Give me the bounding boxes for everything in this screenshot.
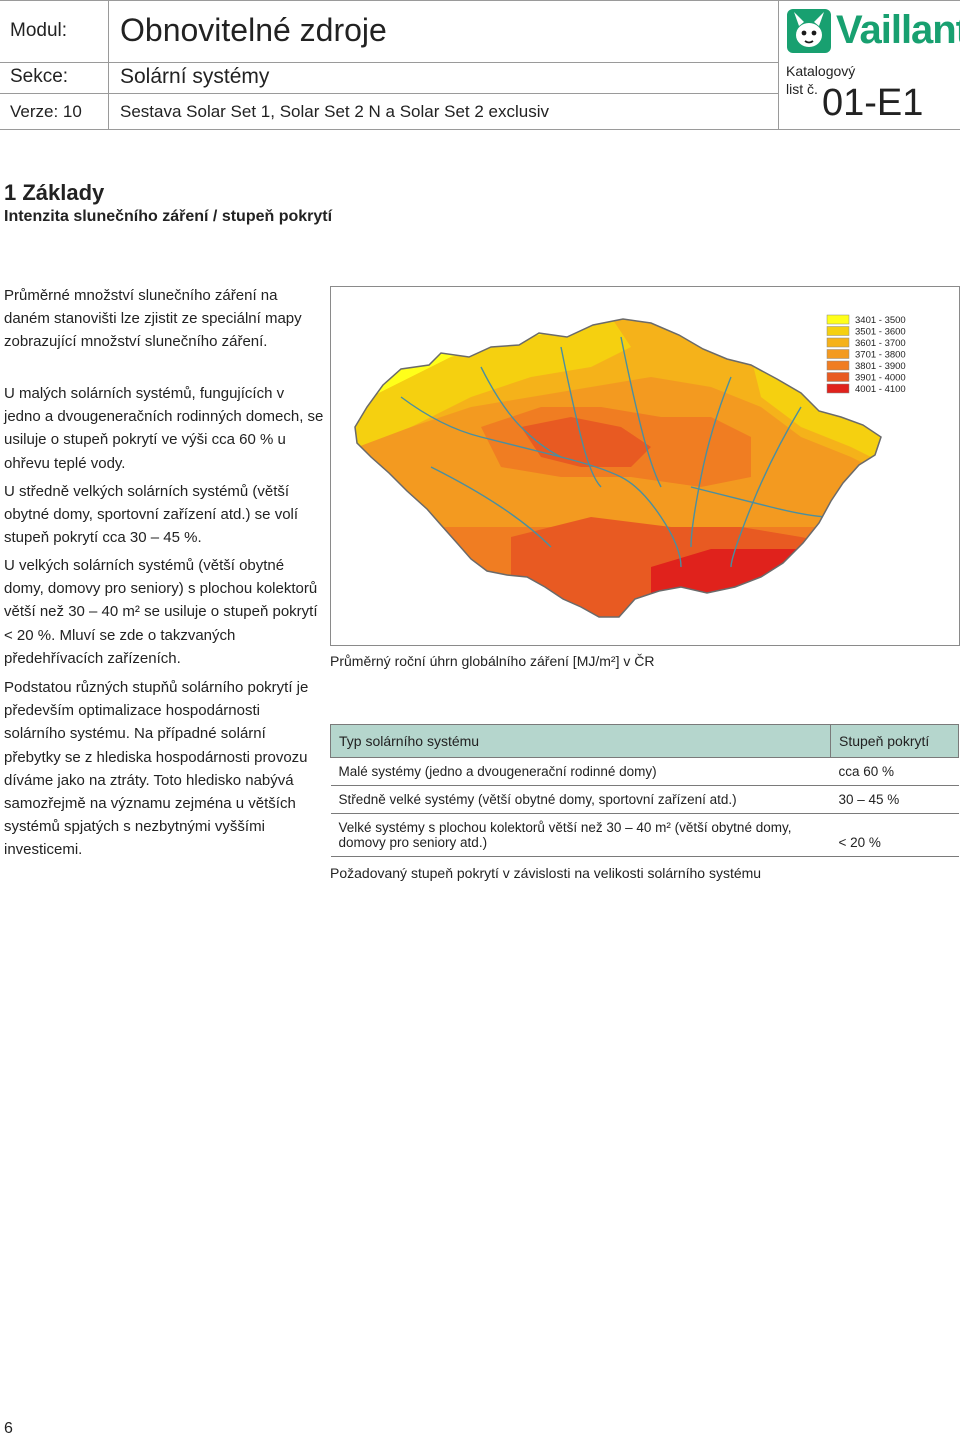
cell-coverage: 30 – 45 % — [830, 785, 959, 814]
section-title: 1 Základy — [4, 180, 105, 205]
paragraph-5: Podstatou různých stupňů solárního pokry… — [4, 679, 309, 859]
sekce-label: Sekce: — [10, 66, 69, 87]
document-header: Modul: Obnovitelné zdroje Sekce: Solární… — [0, 0, 960, 130]
table-row: Středně velké systémy (větší obytné domy… — [330, 785, 959, 814]
cell-type: Středně velké systémy (větší obytné domy… — [330, 785, 831, 814]
legend-label: 3701 - 3800 — [855, 350, 906, 361]
header-divider-1 — [108, 0, 109, 130]
cell-coverage: < 20 % — [830, 813, 959, 857]
cell-coverage: cca 60 % — [830, 757, 959, 786]
page-number: 6 — [4, 1420, 13, 1437]
col-header-type: Typ solárního systému — [330, 724, 831, 758]
cell-type: Malé systémy (jedno a dvougenerační rodi… — [330, 757, 831, 786]
header-rule-1 — [0, 62, 778, 63]
legend-swatch — [826, 360, 850, 371]
brand-wordmark: Vaillant — [836, 8, 960, 52]
col-header-coverage: Stupeň pokrytí — [830, 724, 959, 758]
map-caption: Průměrný roční úhrn globálního záření [M… — [330, 653, 655, 669]
coverage-table: Typ solárního systému Stupeň pokrytí Mal… — [330, 724, 959, 857]
solar-radiation-map: 3401 - 3500 3501 - 3600 3601 - 3700 3701 - … — [330, 286, 960, 646]
verze-value: Sestava Solar Set 1, Solar Set 2 N a Sol… — [120, 102, 549, 121]
legend-swatch — [826, 349, 850, 359]
header-rule-2 — [0, 93, 778, 94]
legend-label: 3401 - 3500 — [855, 315, 906, 326]
vaillant-logo: Vaillant — [786, 8, 960, 54]
table-caption: Požadovaný stupeň pokrytí v závislosti n… — [330, 865, 762, 881]
river-network — [400, 336, 832, 568]
modul-label: Modul: — [10, 20, 68, 41]
header-top-rule — [0, 0, 960, 1]
legend-swatch — [826, 326, 850, 336]
table-row: Malé systémy (jedno a dvougenerační rodi… — [330, 757, 959, 786]
country-border — [354, 318, 882, 618]
legend-swatch — [826, 372, 850, 382]
sheet-number: 01-E1 — [822, 82, 924, 124]
legend-label: 3801 - 3900 — [855, 361, 906, 372]
verze-label: Verze: 10 — [10, 102, 82, 121]
catalog-label-line-1: Katalogový — [786, 63, 856, 79]
legend-swatch — [826, 337, 850, 348]
legend-swatch — [826, 314, 850, 325]
legend-label: 3601 - 3700 — [855, 338, 906, 349]
legend-label: 3901 - 4000 — [855, 373, 906, 384]
modul-value: Obnovitelné zdroje — [120, 12, 387, 48]
paragraph-2: U malých solárních systémů, fungujících … — [4, 385, 324, 472]
table-row: Velké systémy s plochou kolektorů větší … — [330, 813, 959, 857]
legend-label: 3501 - 3600 — [855, 327, 906, 338]
legend-swatch — [826, 383, 850, 394]
cell-type: Velké systémy s plochou kolektorů větší … — [330, 813, 831, 857]
hare-emblem-icon — [787, 9, 831, 53]
paragraph-4: U velkých solárních systémů (větší obytn… — [4, 557, 318, 667]
header-bottom-rule — [0, 129, 960, 130]
header-divider-2 — [778, 0, 779, 130]
paragraph-1: Průměrné množství slunečního záření na d… — [4, 287, 302, 351]
catalog-sheet-label: Katalogový list č. — [786, 62, 855, 98]
table-header-row: Typ solárního systému Stupeň pokrytí — [330, 724, 959, 758]
sekce-value: Solární systémy — [120, 65, 270, 88]
legend-label: 4001 - 4100 — [855, 384, 906, 395]
paragraph-3: U středně velkých solárních systémů (vět… — [4, 483, 299, 547]
catalog-label-line-2: list č. — [786, 81, 818, 97]
section-subtitle: Intenzita slunečního záření / stupeň pok… — [4, 208, 333, 225]
